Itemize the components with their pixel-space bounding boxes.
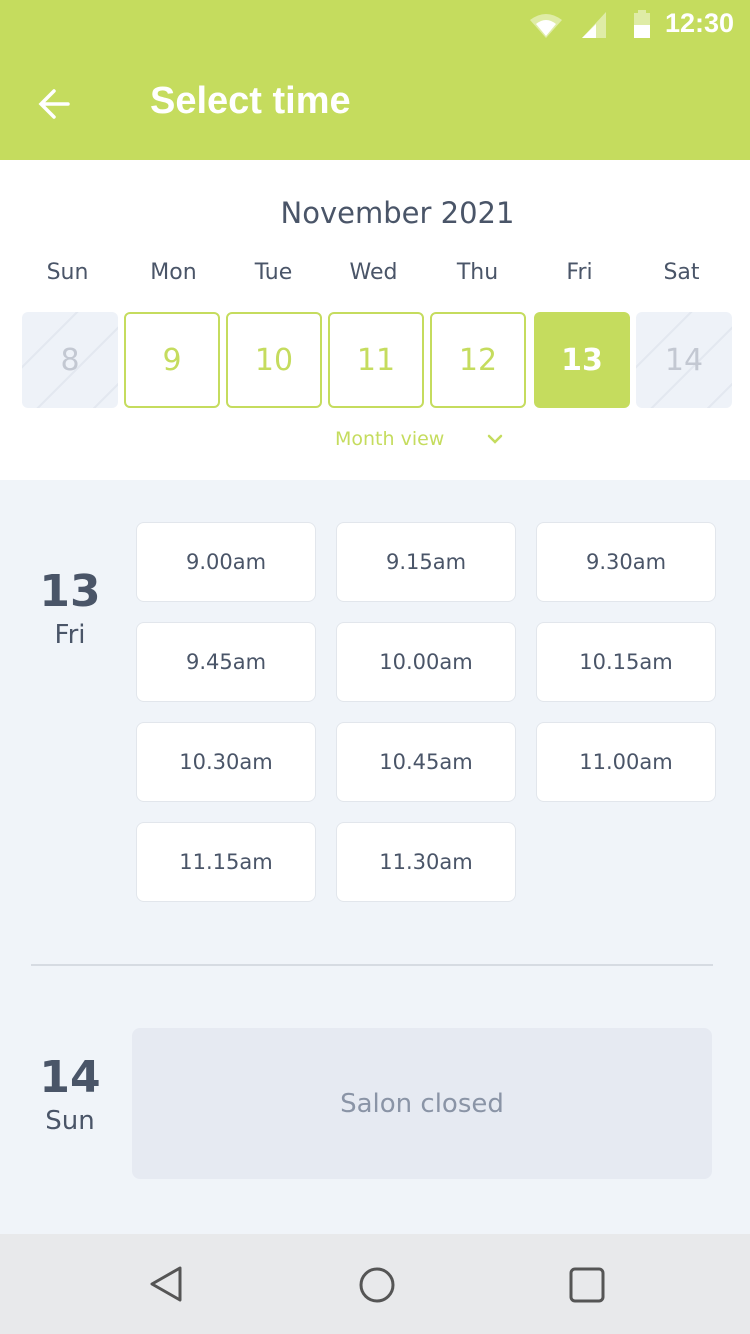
battery-icon xyxy=(634,10,650,38)
month-label: November 2021 xyxy=(280,196,515,230)
weekday-label: Wed xyxy=(349,260,398,285)
day-number: 14 xyxy=(39,1052,101,1103)
back-arrow-icon[interactable] xyxy=(36,86,72,122)
day-cell-8: 8 xyxy=(22,312,118,408)
system-nav-bar xyxy=(0,1234,750,1334)
page-title: Select time xyxy=(150,80,351,122)
time-slot-button[interactable]: 10.30am xyxy=(136,722,316,802)
status-time: 12:30 xyxy=(664,8,734,38)
time-slot-button[interactable]: 9.00am xyxy=(136,522,316,602)
month-view-toggle[interactable]: Month view xyxy=(335,428,445,450)
day-number: 13 xyxy=(39,566,101,617)
day-cell-10[interactable]: 10 xyxy=(226,312,322,408)
time-slot-button[interactable]: 10.45am xyxy=(336,722,516,802)
back-triangle-icon[interactable] xyxy=(148,1264,184,1304)
time-slot-button[interactable]: 10.15am xyxy=(536,622,716,702)
salon-closed-notice: Salon closed xyxy=(132,1028,712,1179)
day-cell-9[interactable]: 9 xyxy=(124,312,220,408)
day-name: Fri xyxy=(54,620,86,650)
day-name: Sun xyxy=(45,1106,95,1136)
day-cell-11[interactable]: 11 xyxy=(328,312,424,408)
chevron-down-icon[interactable] xyxy=(486,432,504,446)
time-slot-button[interactable]: 11.15am xyxy=(136,822,316,902)
weekday-label: Thu xyxy=(456,260,499,285)
signal-icon xyxy=(582,12,606,38)
home-circle-icon[interactable] xyxy=(358,1266,396,1304)
divider xyxy=(31,964,713,966)
day-cell-12[interactable]: 12 xyxy=(430,312,526,408)
day-cell-14: 14 xyxy=(636,312,732,408)
time-slot-button[interactable]: 9.15am xyxy=(336,522,516,602)
recents-square-icon[interactable] xyxy=(568,1266,606,1304)
wifi-icon xyxy=(530,14,562,38)
weekday-label: Sun xyxy=(46,260,89,285)
time-slot-button[interactable]: 10.00am xyxy=(336,622,516,702)
week-calendar: November 2021 Month view Sun Mon Tue Wed Thu… xyxy=(0,160,750,480)
time-slot-button[interactable]: 11.00am xyxy=(536,722,716,802)
weekday-label: Tue xyxy=(254,260,293,285)
weekday-label: Fri xyxy=(566,260,593,285)
app-header: 12:30 Select time xyxy=(0,0,750,160)
time-slot-button[interactable]: 9.30am xyxy=(536,522,716,602)
time-slot-button[interactable]: 11.30am xyxy=(336,822,516,902)
time-slot-button[interactable]: 9.45am xyxy=(136,622,316,702)
weekday-label: Sat xyxy=(663,260,700,285)
weekday-label: Mon xyxy=(150,260,197,285)
day-cell-13[interactable]: 13 xyxy=(534,312,630,408)
